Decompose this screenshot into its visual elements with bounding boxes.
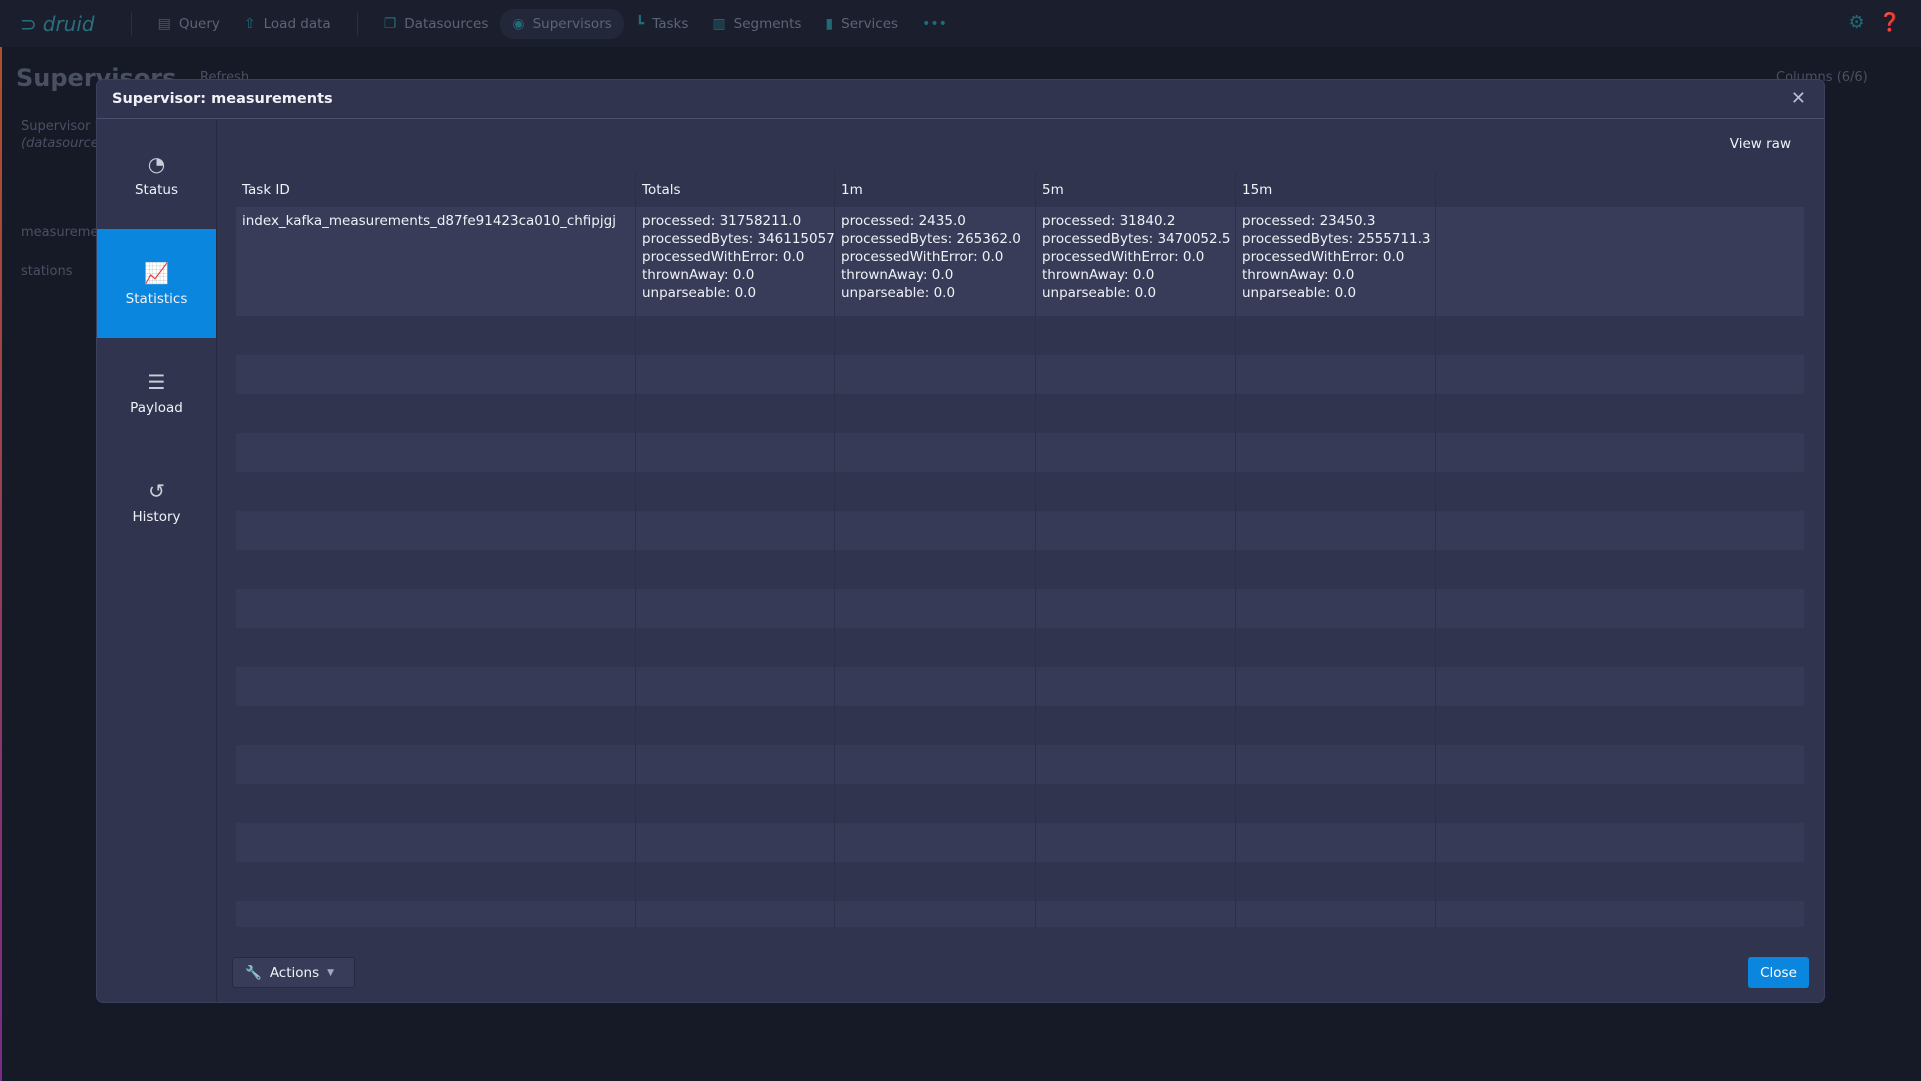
header-5m[interactable]: 5m — [1036, 172, 1236, 207]
nav-supervisors[interactable]: ◉ Supervisors — [500, 8, 624, 39]
15m-cell: processed: 23450.3 processedBytes: 255571… — [1236, 207, 1436, 316]
gear-icon[interactable]: ⚙ — [1848, 12, 1865, 33]
list-item[interactable]: stations — [21, 264, 73, 279]
view-raw-button[interactable]: View raw — [1729, 136, 1791, 152]
caret-down-icon: ▼ — [327, 967, 335, 978]
empty-table-row — [236, 394, 1804, 433]
align-left-icon: ☰ — [147, 369, 166, 394]
tab-payload[interactable]: ☰ Payload — [130, 369, 183, 416]
empty-table-row — [236, 784, 1804, 823]
chart-icon: 📈 — [144, 260, 169, 285]
header-task-id[interactable]: Task ID — [236, 172, 636, 207]
database-icon: ▮ — [825, 15, 834, 32]
top-nav: ⊃ druid ▤ Query ⇧ Load data ❐ Datasources ◉ S… — [0, 0, 1921, 47]
1m-cell: processed: 2435.0 processedBytes: 265362.… — [835, 207, 1036, 316]
dashboard-icon: ◔ — [147, 151, 166, 176]
statistics-table: Task ID Totals 1m 5m 15m index_kafka_mea… — [236, 172, 1804, 927]
nav-query[interactable]: ▤ Query — [157, 15, 220, 32]
header-1m[interactable]: 1m — [835, 172, 1036, 207]
cloud-upload-icon: ⇧ — [243, 15, 256, 32]
empty-table-row — [236, 823, 1804, 862]
window-edge — [0, 47, 2, 1081]
totals-cell: processed: 31758211.0 processedBytes: 346… — [636, 207, 835, 316]
close-icon[interactable]: ✕ — [1790, 88, 1806, 109]
table-row: index_kafka_measurements_d87fe91423ca010… — [236, 207, 1804, 316]
empty-table-row — [236, 901, 1804, 927]
nav-services[interactable]: ▮ Services — [825, 15, 899, 32]
empty-table-row — [236, 628, 1804, 667]
tab-status[interactable]: ◔ Status — [134, 151, 179, 198]
document-icon: ▤ — [157, 15, 171, 32]
close-button[interactable]: Close — [1748, 957, 1809, 988]
empty-table-row — [236, 472, 1804, 511]
empty-table-row — [236, 433, 1804, 472]
stacked-chart-icon: ▥ — [712, 15, 726, 32]
actions-button[interactable]: 🔧 Actions ▼ — [232, 957, 355, 988]
empty-table-row — [236, 316, 1804, 355]
divider — [130, 11, 132, 36]
help-icon[interactable]: ❓ — [1878, 12, 1901, 33]
tab-history[interactable]: ↺ History — [132, 478, 181, 525]
column-header-sub: (datasource — [21, 136, 99, 151]
5m-cell: processed: 31840.2 processedBytes: 347005… — [1036, 207, 1236, 316]
header-15m[interactable]: 15m — [1236, 172, 1436, 207]
nav-more[interactable]: ••• — [922, 15, 947, 32]
empty-table-row — [236, 589, 1804, 628]
druid-logo-icon: ⊃ — [20, 11, 37, 36]
empty-table-row — [236, 745, 1804, 784]
empty-table-row — [236, 355, 1804, 394]
history-icon: ↺ — [148, 478, 165, 503]
column-header: Supervisor I — [21, 119, 99, 134]
task-id-cell: index_kafka_measurements_d87fe91423ca010… — [236, 207, 636, 316]
empty-table-row — [236, 667, 1804, 706]
supervisor-dialog: Supervisor: measurements ✕ ◔ Status 📈 Stat… — [97, 80, 1824, 1002]
nav-tasks[interactable]: ┗ Tasks — [635, 15, 689, 32]
list-item[interactable]: measureme — [21, 225, 99, 240]
empty-table-row — [236, 706, 1804, 745]
divider — [356, 11, 358, 36]
dialog-title: Supervisor: measurements — [97, 80, 1824, 119]
gantt-icon: ┗ — [635, 15, 645, 32]
tab-statistics[interactable]: 📈 Statistics — [97, 229, 216, 338]
dialog-tabs: ◔ Status 📈 Statistics ☰ Payload ↺ History — [97, 120, 217, 1002]
eye-icon: ◉ — [512, 15, 525, 32]
empty-table-row — [236, 862, 1804, 901]
nav-load-data[interactable]: ⇧ Load data — [243, 15, 331, 32]
table-header: Task ID Totals 1m 5m 15m — [236, 172, 1804, 207]
nav-segments[interactable]: ▥ Segments — [712, 15, 802, 32]
wrench-icon: 🔧 — [245, 964, 262, 981]
datasource-icon: ❐ — [383, 15, 397, 32]
empty-table-row — [236, 511, 1804, 550]
druid-logo[interactable]: ⊃ druid — [20, 11, 95, 36]
empty-table-row — [236, 550, 1804, 589]
header-totals[interactable]: Totals — [636, 172, 835, 207]
nav-datasources[interactable]: ❐ Datasources — [383, 15, 489, 32]
